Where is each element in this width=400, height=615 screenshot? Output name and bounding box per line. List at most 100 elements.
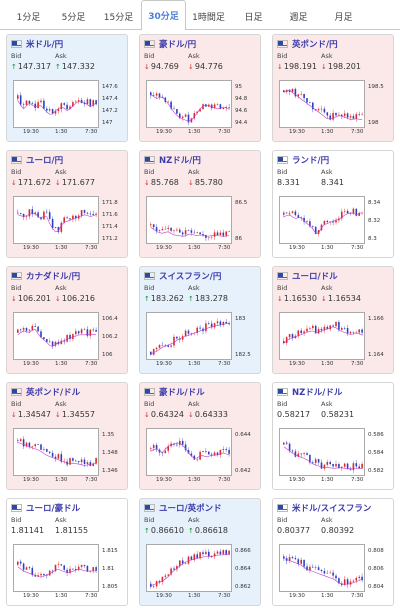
card-header: 豪ドル/ドル [144,386,256,398]
flag-icon [277,504,288,512]
mini-candlestick-chart[interactable]: 8.34 8.32 8.3 19:30 1:30 7:30 [279,196,387,253]
candle-body [152,349,155,355]
card-header: ユーロ/円 [11,154,123,166]
tab-0[interactable]: 1分足 [16,13,41,23]
x-tick-label: 7:30 [218,361,231,367]
candle-body [320,328,323,331]
y-tick-label: 147.4 [102,96,118,102]
bid-value: ↓171.672 [11,177,51,187]
pair-name[interactable]: カナダドル/円 [26,272,81,282]
currency-card[interactable]: 英ポンド/円 Bid Ask ↓198.191 ↓198.201 198.5 198 19:3… [272,34,394,142]
pair-name[interactable]: 豪ドル/円 [159,40,197,50]
currency-card[interactable]: ユーロ/英ポンド Bid Ask ↑0.86610 ↑0.86618 0.866 0.864… [139,498,261,606]
currency-card[interactable]: 米ドル/円 Bid Ask ↑147.317 ↑147.332 147.6 147.4 147… [6,34,128,142]
x-tick-label: 1:30 [321,245,334,251]
mini-candlestick-chart[interactable]: 183 182.5 19:30 1:30 7:30 [146,312,254,369]
candle-body [291,88,294,92]
currency-card[interactable]: カナダドル/円 Bid Ask ↓106.201 ↓106.216 106.4 106.2 1… [6,266,128,374]
candle-body [303,331,305,334]
candle-body [34,103,36,108]
pair-name[interactable]: ランド/円 [292,156,330,166]
x-tick-label: 1:30 [321,593,334,599]
y-tick-label: 0.584 [368,450,384,456]
pair-name[interactable]: ユーロ/英ポンド [159,504,222,514]
candle-body [66,217,68,219]
bid-value: ↓106.201 [11,293,51,303]
bid-label: Bid [144,516,155,524]
currency-card[interactable]: NZドル/ドル Bid Ask 0.58217 0.58231 0.586 0.584 0.5… [272,382,394,490]
tab-4[interactable]: 1時間足 [192,13,225,23]
mini-candlestick-chart[interactable]: 198.5 198 19:30 1:30 7:30 [279,80,387,137]
candle-body [161,576,164,582]
mini-candlestick-chart[interactable]: 171.8 171.6 171.4 171.2 19:30 1:30 7:30 [13,196,121,253]
candle-body [300,453,302,455]
tab-2[interactable]: 15分足 [103,13,134,23]
moving-average-line [150,442,230,459]
pair-name[interactable]: 英ポンド/ドル [26,388,81,398]
candle-body [17,212,19,214]
pair-name[interactable]: ユーロ/ドル [292,272,338,282]
tab-7[interactable]: 月足 [334,13,353,23]
mini-candlestick-chart[interactable]: 0.644 0.642 19:30 1:30 7:30 [146,428,254,485]
mini-candlestick-chart[interactable]: 0.808 0.806 0.804 19:30 1:30 7:30 [279,544,387,601]
candle-body [335,220,337,223]
ask-label: Ask [321,516,333,524]
tab-6[interactable]: 週足 [289,13,308,23]
y-axis: 1.35 1.348 1.346 [102,428,121,476]
x-tick-label: 19:30 [289,245,305,251]
pair-name[interactable]: 米ドル/円 [26,40,64,50]
mini-candlestick-chart[interactable]: 147.6 147.4 147.2 147 19:30 1:30 7:30 [13,80,121,137]
candle-body [155,227,158,231]
mini-candlestick-chart[interactable]: 86.5 86 19:30 1:30 7:30 [146,196,254,253]
pair-name[interactable]: 英ポンド/円 [292,40,338,50]
currency-card[interactable]: 英ポンド/ドル Bid Ask ↓1.34547 ↓1.34557 1.35 1.348 1.… [6,382,128,490]
mini-candlestick-chart[interactable]: 0.866 0.864 0.862 19:30 1:30 7:30 [146,544,254,601]
pair-name[interactable]: スイスフラン/円 [159,272,222,282]
candle-body [69,334,71,339]
pair-name[interactable]: ユーロ/豪ドル [26,504,81,514]
currency-card[interactable]: ユーロ/円 Bid Ask ↓171.672 ↓171.677 171.8 171.6 171… [6,150,128,258]
candle-body [187,114,190,123]
tab-1[interactable]: 5分足 [61,13,86,23]
currency-card[interactable]: 豪ドル/円 Bid Ask ↓94.769 ↓94.776 95 94.8 94.6 94.4 1… [139,34,261,142]
mini-candlestick-chart[interactable]: 1.35 1.348 1.346 19:30 1:30 7:30 [13,428,121,485]
y-tick-label: 1.348 [102,450,118,456]
pair-name[interactable]: NZドル/円 [159,156,201,166]
pair-name[interactable]: ユーロ/円 [26,156,64,166]
candle-body [228,323,230,325]
candle-body [43,211,45,220]
bid-label: Bid [11,284,22,292]
mini-candlestick-chart[interactable]: 1.815 1.81 1.805 19:30 1:30 7:30 [13,544,121,601]
tab-3[interactable]: 30分足 [141,0,186,30]
candle-body [343,579,346,585]
currency-card[interactable]: 豪ドル/ドル Bid Ask ↓0.64324 ↓0.64333 0.644 0.642 19… [139,382,261,490]
ask-label: Ask [188,516,200,524]
candle-body [341,327,343,330]
x-tick-label: 7:30 [218,477,231,483]
currency-card[interactable]: ランド/円 Bid Ask 8.331 8.341 8.34 8.32 8.3 19:30 1:3… [272,150,394,258]
flag-icon [277,156,288,164]
currency-card[interactable]: スイスフラン/円 Bid Ask ↑183.262 ↑183.278 183 182.5 19… [139,266,261,374]
currency-card[interactable]: ユーロ/豪ドル Bid Ask 1.81141 1.81155 1.815 1.81 1.80… [6,498,128,606]
mini-candlestick-chart[interactable]: 106.4 106.2 106 19:30 1:30 7:30 [13,312,121,369]
candle-body [193,232,196,234]
pair-name[interactable]: 米ドル/スイスフラン [292,504,372,514]
pair-name[interactable]: NZドル/ドル [292,388,343,398]
tab-5[interactable]: 日足 [244,13,263,23]
candle-body [225,550,227,555]
pair-name[interactable]: 豪ドル/ドル [159,388,205,398]
candle-body [216,551,219,554]
price-labels: Bid Ask [277,168,389,176]
mini-candlestick-chart[interactable]: 0.586 0.584 0.582 19:30 1:30 7:30 [279,428,387,485]
mini-candlestick-chart[interactable]: 1.166 1.164 19:30 1:30 7:30 [279,312,387,369]
currency-card[interactable]: NZドル/円 Bid Ask ↓85.768 ↓85.780 86.5 86 19:30 1:3… [139,150,261,258]
candle-body [225,107,227,109]
bid-value: ↓198.191 [277,61,317,71]
candle-body [294,558,297,560]
currency-card[interactable]: 米ドル/スイスフラン Bid Ask 0.80377 0.80392 0.808 0.806… [272,498,394,606]
mini-candlestick-chart[interactable]: 95 94.8 94.6 94.4 19:30 1:30 7:30 [146,80,254,137]
moving-average-line [150,322,230,354]
currency-card[interactable]: ユーロ/ドル Bid Ask ↓1.16530 ↓1.16534 1.166 1.164 19… [272,266,394,374]
y-axis: 183 182.5 [235,312,254,360]
y-tick-label: 8.34 [368,200,381,206]
